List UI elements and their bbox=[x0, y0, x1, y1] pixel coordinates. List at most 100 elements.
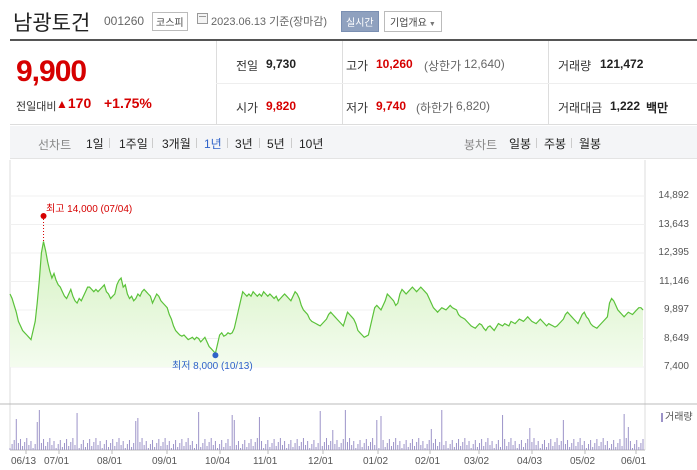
volume-bar bbox=[401, 448, 403, 450]
volume-bar bbox=[474, 440, 476, 450]
volume-bar bbox=[499, 447, 501, 450]
volume-bar bbox=[491, 441, 493, 450]
period-1d[interactable]: 1일 bbox=[86, 137, 104, 151]
volume-bar bbox=[334, 444, 336, 450]
y-tick-label: 12,395 bbox=[658, 247, 689, 258]
company-overview-button[interactable]: 기업개요 ▼ bbox=[384, 11, 442, 32]
volume-bar bbox=[409, 443, 411, 450]
volume-bar bbox=[537, 441, 539, 450]
volume-bar bbox=[200, 447, 202, 450]
upper-limit-label: (상한가 bbox=[424, 59, 462, 73]
volume-bar bbox=[160, 446, 162, 450]
volume-bar bbox=[443, 445, 445, 450]
volume-bar bbox=[386, 443, 388, 450]
volume-bar bbox=[212, 445, 214, 450]
volume-bar bbox=[556, 438, 558, 450]
x-tick-label: 08/01 bbox=[97, 456, 123, 467]
volume-bar bbox=[112, 439, 114, 450]
current-price: 9,900 bbox=[16, 55, 87, 88]
volume-bar bbox=[59, 440, 61, 450]
volume-bar bbox=[640, 443, 642, 450]
volume-bar bbox=[390, 446, 392, 450]
volume-bar bbox=[191, 441, 193, 450]
up-arrow-icon: ▲ bbox=[56, 97, 68, 111]
volume-bar bbox=[372, 438, 374, 450]
volume-bar bbox=[493, 448, 495, 450]
volume-bar bbox=[168, 441, 170, 450]
volume-bar bbox=[627, 427, 629, 450]
volume-bar bbox=[571, 443, 573, 450]
volume-bar bbox=[426, 444, 428, 450]
volume-bar bbox=[564, 444, 566, 450]
volume-bar bbox=[84, 447, 86, 450]
volume-bar bbox=[294, 443, 296, 450]
period-1y[interactable]: 1년 bbox=[204, 137, 222, 151]
volume-bar bbox=[623, 414, 625, 450]
volume-bar bbox=[619, 439, 621, 450]
volume-bar bbox=[89, 439, 91, 450]
volume-bar bbox=[237, 441, 239, 450]
volume-bar bbox=[525, 443, 527, 450]
volume-bar bbox=[353, 441, 355, 450]
x-tick-label: 06/01 bbox=[621, 456, 647, 467]
volume-bar bbox=[34, 444, 36, 450]
volume-bar bbox=[185, 442, 187, 450]
low-value: 9,740 bbox=[376, 99, 407, 113]
open-value: 9,820 bbox=[266, 99, 297, 113]
candle-weekly[interactable]: 주봉 bbox=[544, 137, 567, 151]
x-tick-label: 07/01 bbox=[44, 456, 70, 467]
period-1w[interactable]: 1주일 bbox=[119, 137, 148, 151]
volume-bar bbox=[472, 444, 474, 450]
volume-bar bbox=[428, 440, 430, 450]
volume-bar bbox=[317, 443, 319, 450]
volume-bar bbox=[583, 441, 585, 450]
volume-bar bbox=[22, 446, 24, 450]
candle-monthly[interactable]: 월봉 bbox=[579, 137, 602, 151]
divider bbox=[227, 138, 228, 148]
volume-bar bbox=[38, 410, 40, 450]
volume-bar bbox=[198, 412, 200, 450]
volume-bar bbox=[527, 439, 529, 450]
volume-bar bbox=[629, 441, 631, 450]
volume-bar bbox=[636, 440, 638, 450]
x-tick-label: 10/04 bbox=[205, 456, 231, 467]
volume-bar bbox=[562, 420, 564, 450]
prev-close-value: 9,730 bbox=[266, 57, 297, 71]
volume-bar bbox=[263, 448, 265, 450]
volume-bar bbox=[271, 443, 273, 450]
volume-bar bbox=[453, 447, 455, 450]
period-3m[interactable]: 3개월 bbox=[162, 137, 191, 151]
volume-bar bbox=[579, 438, 581, 450]
volume-bar bbox=[217, 448, 219, 450]
candle-daily[interactable]: 일봉 bbox=[509, 137, 532, 151]
period-3y[interactable]: 3년 bbox=[235, 137, 253, 151]
volume-bar bbox=[313, 440, 315, 450]
volume-bar bbox=[541, 444, 543, 450]
volume-bar bbox=[420, 445, 422, 450]
volume-bar bbox=[539, 448, 541, 450]
x-tick-label: 03/02 bbox=[464, 456, 490, 467]
volume-bar bbox=[319, 411, 321, 450]
x-tick-label: 12/01 bbox=[308, 456, 334, 467]
realtime-button[interactable]: 실시간 bbox=[341, 11, 379, 32]
volume-bar bbox=[131, 447, 133, 450]
volume-bar bbox=[349, 438, 351, 450]
volume-bar bbox=[508, 442, 510, 450]
volume-bar bbox=[632, 448, 634, 450]
period-5y[interactable]: 5년 bbox=[267, 137, 285, 151]
max-annotation: 최고 14,000 (07/04) bbox=[46, 204, 133, 215]
volume-bar bbox=[206, 446, 208, 450]
volume-bar bbox=[437, 446, 439, 450]
volume-value: 121,472 bbox=[600, 57, 644, 71]
volume-bar bbox=[634, 444, 636, 450]
volume-bar bbox=[531, 442, 533, 450]
volume-bar bbox=[588, 444, 590, 450]
volume-bar bbox=[68, 446, 70, 450]
stock-header: 남광토건 001260 코스피 2023.06.13 기준(장마감) 실시간 기… bbox=[0, 0, 697, 38]
period-10y[interactable]: 10년 bbox=[299, 137, 324, 151]
volume-bar bbox=[608, 448, 610, 450]
volume-bar bbox=[254, 442, 256, 450]
y-tick-label: 14,892 bbox=[658, 190, 689, 201]
volume-bar bbox=[451, 440, 453, 450]
volume-bar bbox=[621, 446, 623, 450]
